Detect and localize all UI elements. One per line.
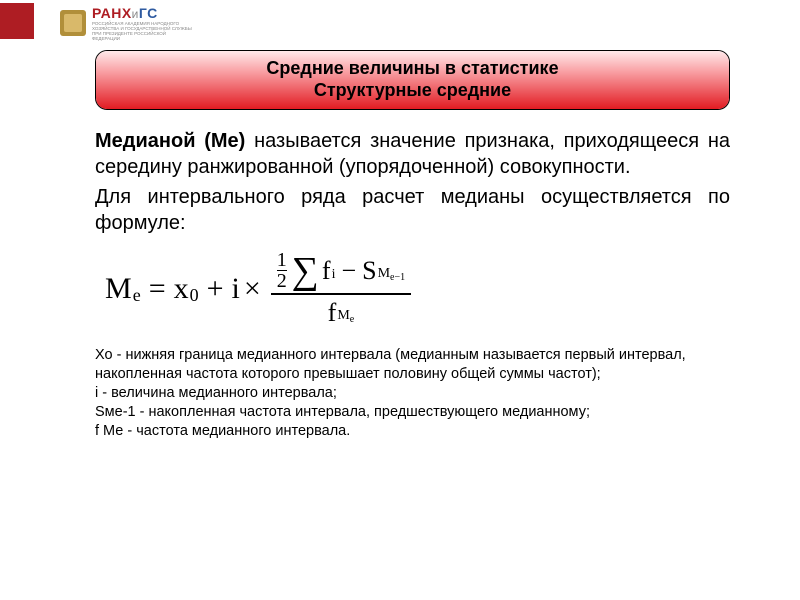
sym-i-sub: i: [332, 260, 336, 290]
logo-subtitle: РОССИЙСКАЯ АКАДЕМИЯ НАРОДНОГО ХОЗЯЙСТВА …: [92, 21, 192, 41]
sym-f: f: [322, 256, 331, 286]
header: РАНХиГС РОССИЙСКАЯ АКАДЕМИЯ НАРОДНОГО ХО…: [0, 0, 800, 40]
logo-text: РАНХиГС РОССИЙСКАЯ АКАДЕМИЯ НАРОДНОГО ХО…: [92, 5, 192, 41]
logo-part-i: и: [132, 7, 139, 21]
sym-x0: x0: [174, 272, 199, 306]
sigma-icon: ∑: [292, 256, 319, 286]
sym-plus: +: [207, 272, 224, 306]
formula-lhs: Me: [105, 272, 141, 306]
main-fraction: 1 2 ∑ fi − SMe−1 fMe: [271, 248, 411, 330]
den-sub-e: e: [350, 314, 354, 325]
half-bot: 2: [277, 271, 287, 291]
formula-intro-paragraph: Для интервального ряда расчет медианы ос…: [95, 184, 730, 236]
one-half: 1 2: [277, 250, 287, 291]
sym-i: i: [232, 272, 240, 306]
title-box: Средние величины в статистике Структурны…: [95, 50, 730, 110]
sym-S-sub-e: e: [390, 272, 394, 283]
sym-times: ×: [244, 272, 261, 306]
den-sub-M: M: [337, 308, 349, 323]
sym-e-sub: e: [133, 285, 141, 306]
logo: РАНХиГС РОССИЙСКАЯ АКАДЕМИЯ НАРОДНОГО ХО…: [60, 5, 192, 41]
sym-equals: =: [149, 272, 166, 306]
term-bold: Медианой (Ме): [95, 130, 245, 152]
sym-S: S: [362, 256, 376, 286]
logo-part-gs: ГС: [139, 5, 158, 21]
side-accent-block: [0, 3, 34, 39]
sym-S-sub: Me−1: [378, 259, 406, 290]
sym-S-sub-minus1: −1: [395, 272, 406, 283]
den-sub: Me: [337, 301, 354, 332]
sym-0-sub: 0: [190, 285, 199, 306]
legend-line-1: Хо - нижняя граница медианного интервала…: [95, 346, 730, 384]
median-formula: Me = x0 + i × 1 2 ∑ fi − SMe−1 fMe: [105, 248, 730, 330]
fraction-denominator: fMe: [322, 295, 361, 330]
logo-emblem-icon: [60, 10, 86, 36]
sym-x: x: [174, 272, 189, 306]
den-f: f: [328, 298, 337, 328]
title-inner: Средние величины в статистике Структурны…: [96, 51, 729, 109]
logo-acronym: РАНХиГС: [92, 5, 192, 21]
legend-line-4: f Ме - частота медианного интервала.: [95, 422, 730, 441]
legend-line-3: Sме-1 - накопленная частота интервала, п…: [95, 403, 730, 422]
definition-paragraph: Медианой (Ме) называется значение призна…: [95, 128, 730, 180]
legend-line-2: i - величина медианного интервала;: [95, 384, 730, 403]
sym-minus: −: [341, 256, 356, 286]
sym-M: M: [105, 272, 132, 306]
title-line-1: Средние величины в статистике: [106, 57, 719, 79]
half-top: 1: [277, 250, 287, 270]
logo-part-ranh: РАНХ: [92, 5, 132, 21]
title-line-2: Структурные средние: [106, 79, 719, 101]
fraction-numerator: 1 2 ∑ fi − SMe−1: [271, 248, 411, 293]
sym-S-sub-M: M: [378, 266, 390, 281]
legend-block: Хо - нижняя граница медианного интервала…: [95, 346, 730, 441]
